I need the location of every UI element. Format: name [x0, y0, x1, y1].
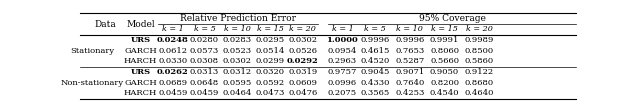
Text: 0.4615: 0.4615: [360, 47, 390, 55]
Text: 95% Coverage: 95% Coverage: [419, 14, 485, 23]
Text: URS: URS: [131, 68, 150, 76]
Text: Stationary: Stationary: [70, 47, 115, 55]
Text: 0.4520: 0.4520: [360, 57, 390, 65]
Text: 0.0514: 0.0514: [255, 47, 285, 55]
Text: k = 15: k = 15: [257, 25, 284, 33]
Text: 0.0248: 0.0248: [157, 36, 189, 44]
Text: 0.5287: 0.5287: [396, 57, 424, 65]
Text: 0.8680: 0.8680: [465, 79, 494, 87]
Text: 0.4330: 0.4330: [360, 79, 390, 87]
Text: 0.0595: 0.0595: [223, 79, 252, 87]
Text: Data: Data: [95, 20, 116, 29]
Text: 0.9757: 0.9757: [328, 68, 357, 76]
Text: k = 10: k = 10: [224, 25, 251, 33]
Text: 0.0573: 0.0573: [190, 47, 219, 55]
Text: 0.9996: 0.9996: [360, 36, 390, 44]
Text: 0.4253: 0.4253: [395, 89, 424, 97]
Text: 1.0000: 1.0000: [326, 36, 358, 44]
Text: 0.0320: 0.0320: [255, 68, 284, 76]
Text: 0.9989: 0.9989: [465, 36, 494, 44]
Text: URS: URS: [131, 36, 150, 44]
Text: k = 1: k = 1: [162, 25, 184, 33]
Text: 0.0526: 0.0526: [288, 47, 317, 55]
Text: 0.9122: 0.9122: [465, 68, 494, 76]
Text: k = 5: k = 5: [194, 25, 216, 33]
Text: 0.0648: 0.0648: [190, 79, 219, 87]
Text: 0.0295: 0.0295: [255, 36, 285, 44]
Text: 0.9996: 0.9996: [396, 36, 424, 44]
Text: 0.0473: 0.0473: [255, 89, 285, 97]
Text: 0.0689: 0.0689: [158, 79, 188, 87]
Text: 0.0592: 0.0592: [255, 79, 285, 87]
Text: 0.0299: 0.0299: [255, 57, 285, 65]
Text: 0.0283: 0.0283: [223, 36, 252, 44]
Text: k = 20: k = 20: [466, 25, 493, 33]
Text: Non-stationary: Non-stationary: [61, 79, 124, 87]
Text: 0.3565: 0.3565: [360, 89, 390, 97]
Text: 0.0459: 0.0459: [190, 89, 219, 97]
Text: 0.5860: 0.5860: [465, 57, 494, 65]
Text: Model: Model: [126, 20, 155, 29]
Text: 0.2963: 0.2963: [328, 57, 357, 65]
Text: 0.0476: 0.0476: [288, 89, 317, 97]
Text: k = 15: k = 15: [431, 25, 458, 33]
Text: k = 20: k = 20: [289, 25, 316, 33]
Text: 0.4640: 0.4640: [465, 89, 494, 97]
Text: 0.0464: 0.0464: [223, 89, 252, 97]
Text: HARCH: HARCH: [124, 57, 157, 65]
Text: 0.0292: 0.0292: [287, 57, 319, 65]
Text: 0.0302: 0.0302: [223, 57, 252, 65]
Text: k = 5: k = 5: [364, 25, 386, 33]
Text: 0.0523: 0.0523: [223, 47, 252, 55]
Text: GARCH: GARCH: [124, 79, 157, 87]
Text: Relative Prediction Error: Relative Prediction Error: [180, 14, 296, 23]
Text: k = 1: k = 1: [332, 25, 353, 33]
Text: 0.0302: 0.0302: [288, 36, 317, 44]
Text: 0.0612: 0.0612: [158, 47, 188, 55]
Text: 0.9071: 0.9071: [396, 68, 424, 76]
Text: 0.7640: 0.7640: [396, 79, 424, 87]
Text: 0.0308: 0.0308: [190, 57, 219, 65]
Text: 0.8500: 0.8500: [465, 47, 494, 55]
Text: 0.0996: 0.0996: [328, 79, 357, 87]
Text: 0.4540: 0.4540: [430, 89, 460, 97]
Text: 0.0262: 0.0262: [157, 68, 189, 76]
Text: 0.7653: 0.7653: [396, 47, 424, 55]
Text: 0.0459: 0.0459: [158, 89, 188, 97]
Text: 0.9991: 0.9991: [430, 36, 460, 44]
Text: HARCH: HARCH: [124, 89, 157, 97]
Text: 0.5660: 0.5660: [430, 57, 459, 65]
Text: 0.0954: 0.0954: [328, 47, 357, 55]
Text: 0.2075: 0.2075: [328, 89, 357, 97]
Text: 0.9050: 0.9050: [430, 68, 459, 76]
Text: 0.0280: 0.0280: [190, 36, 219, 44]
Text: 0.0319: 0.0319: [288, 68, 317, 76]
Text: 0.8200: 0.8200: [430, 79, 459, 87]
Text: 0.0312: 0.0312: [223, 68, 252, 76]
Text: GARCH: GARCH: [124, 47, 157, 55]
Text: 0.0330: 0.0330: [158, 57, 188, 65]
Text: k = 10: k = 10: [396, 25, 423, 33]
Text: 0.9045: 0.9045: [360, 68, 390, 76]
Text: 0.0313: 0.0313: [190, 68, 219, 76]
Text: 0.8060: 0.8060: [430, 47, 459, 55]
Text: 0.0609: 0.0609: [288, 79, 317, 87]
